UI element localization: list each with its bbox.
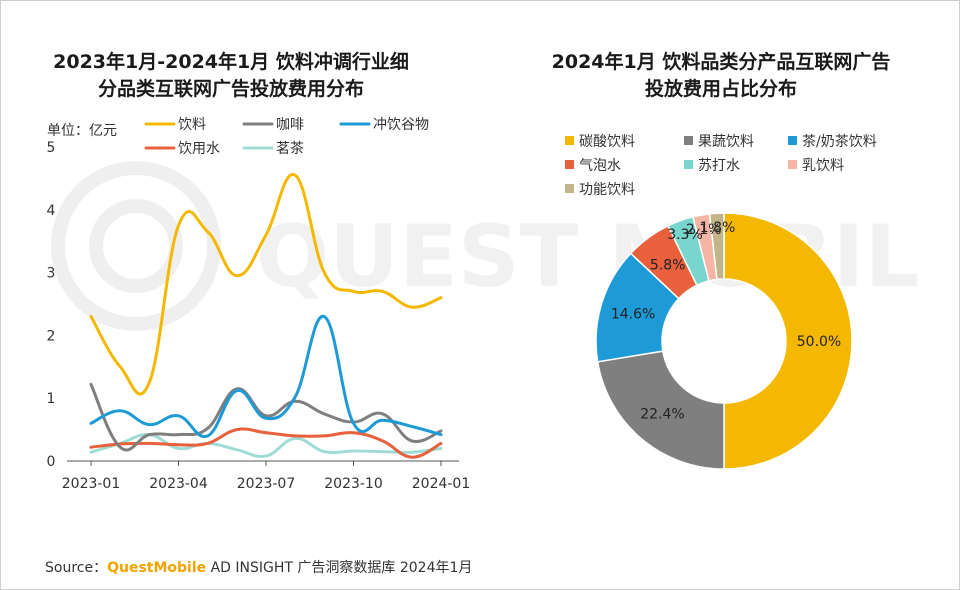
donut-chart-labels: 50.0% 22.4% 14.6% 5.8% 3.3%2.1%1.8% bbox=[611, 220, 841, 422]
legend-swatch bbox=[684, 136, 693, 145]
legend-swatch bbox=[788, 160, 797, 169]
donut-slice-1 bbox=[723, 212, 853, 470]
donut-chart-slices bbox=[595, 212, 853, 470]
series-line-3 bbox=[89, 315, 443, 439]
legend-label: 咖啡 bbox=[276, 117, 304, 133]
legend-label: 乳饮料 bbox=[802, 158, 844, 174]
x-tick-label: 2023-10 bbox=[324, 476, 383, 492]
legend-label: 苏打水 bbox=[698, 157, 740, 174]
series-line-4 bbox=[89, 427, 443, 459]
legend-swatch bbox=[788, 136, 797, 145]
donut-slice-label: 5.8% bbox=[650, 258, 686, 274]
series-line-2 bbox=[89, 382, 443, 452]
left-chart-title-line2: 分品类互联网广告投放费用分布 bbox=[97, 78, 364, 100]
left-chart-title: 2023年1月-2024年1月 饮料冲调行业细 分品类互联网广告投放费用分布 bbox=[21, 49, 441, 103]
legend-label: 冲饮谷物 bbox=[373, 117, 429, 133]
right-chart-title-line1: 2024年1月 饮料品类分产品互联网广告 bbox=[551, 51, 891, 73]
legend-label: 果蔬饮料 bbox=[698, 134, 754, 150]
legend-label: 茶/奶茶饮料 bbox=[802, 134, 877, 150]
y-tick-label: 4 bbox=[47, 203, 56, 219]
line-chart-series bbox=[89, 173, 443, 459]
y-tick-label: 5 bbox=[47, 140, 56, 156]
donut-slice-label: 2.1% bbox=[686, 222, 722, 238]
donut-slice-label: 50.0% bbox=[797, 334, 841, 350]
right-chart-title: 2024年1月 饮料品类分产品互联网广告 投放费用占比分布 bbox=[501, 49, 941, 103]
y-tick-label: 3 bbox=[47, 266, 56, 282]
x-tick-label: 2023-07 bbox=[237, 476, 296, 492]
series-line-1 bbox=[89, 173, 443, 396]
y-tick-label: 0 bbox=[47, 454, 56, 470]
y-tick-label: 2 bbox=[47, 328, 56, 344]
x-tick-label: 2024-01 bbox=[412, 476, 471, 492]
legend-label: 碳酸饮料 bbox=[579, 134, 635, 150]
donut-slice-2 bbox=[596, 350, 725, 470]
y-tick-label: 1 bbox=[47, 391, 56, 407]
donut-slice-7 bbox=[708, 212, 725, 281]
donut-slice-label: 14.6% bbox=[611, 306, 655, 322]
left-chart-title-line1: 2023年1月-2024年1月 饮料冲调行业细 bbox=[53, 51, 409, 73]
source-suffix: AD INSIGHT 广告洞察数据库 2024年1月 bbox=[206, 560, 473, 576]
source-brand: QuestMobile bbox=[107, 560, 207, 576]
legend-label: 茗茶 bbox=[276, 141, 304, 157]
legend-label: 气泡水 bbox=[579, 158, 621, 174]
source-prefix: Source： bbox=[45, 560, 108, 576]
line-chart-axes: 0 1 2 3 4 5 2023-01 2023-04 2023-07 2023-10 2024-0… bbox=[47, 140, 471, 492]
legend-swatch bbox=[565, 160, 574, 169]
legend-label: 饮料 bbox=[178, 117, 206, 133]
right-chart-title-line2: 投放费用占比分布 bbox=[644, 78, 797, 100]
source-note: Source：QuestMobile AD INSIGHT 广告洞察数据库 20… bbox=[45, 557, 472, 577]
legend-swatch bbox=[565, 136, 574, 145]
donut-slice-label: 1.8% bbox=[700, 220, 736, 236]
legend-label: 功能饮料 bbox=[579, 182, 635, 198]
legend-swatch bbox=[565, 184, 574, 193]
legend-label: 饮用水 bbox=[178, 141, 220, 157]
x-tick-label: 2023-01 bbox=[62, 476, 121, 492]
unit-label: 单位：亿元 bbox=[47, 123, 117, 139]
donut-slice-label: 22.4% bbox=[640, 406, 684, 422]
donut-slice-label: 3.3% bbox=[667, 227, 703, 243]
x-tick-label: 2023-04 bbox=[149, 476, 208, 492]
legend-swatch bbox=[684, 160, 693, 169]
